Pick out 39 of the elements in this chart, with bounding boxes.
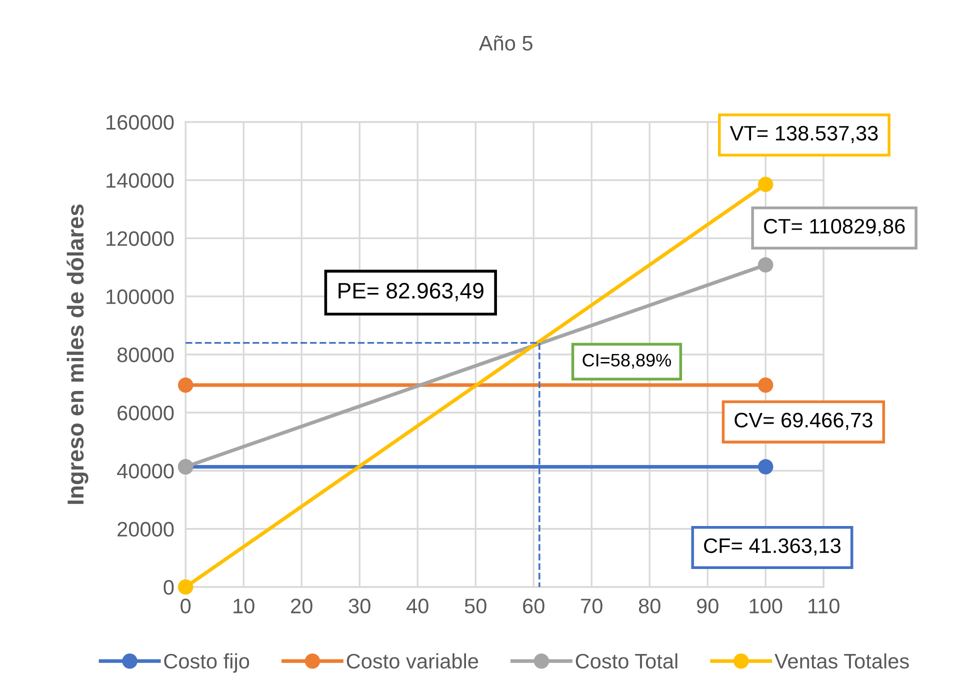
x-tick-label: 110: [808, 598, 840, 614]
x-tick-label: 10: [234, 598, 254, 614]
y-tick-label: 40000: [117, 464, 174, 479]
chart-title: Año 5: [478, 35, 532, 51]
point: [758, 176, 774, 192]
y-tick-label: 20000: [118, 522, 174, 537]
x-tick-label: 50: [464, 598, 486, 614]
annotation: CF= 41.363,13: [704, 538, 841, 556]
x-tick-label: 100: [750, 598, 782, 614]
y-tick-label: 60000: [118, 406, 174, 420]
annotation: CT= 110829,86: [764, 218, 905, 236]
legend-label: Costo variable: [346, 653, 478, 669]
annotation: CV= 69.466,73: [734, 412, 872, 430]
point: [758, 257, 774, 273]
x-tick-label: 80: [638, 598, 660, 614]
annotation: CI=58,89%: [582, 354, 671, 369]
legend-label: Costo fijo: [164, 653, 250, 673]
x-tick-label: 70: [581, 598, 602, 614]
point: [758, 377, 774, 393]
x-tick-label: 20: [291, 598, 312, 614]
x-tick-label: 60: [523, 598, 544, 614]
y-tick-label: 0: [164, 580, 174, 595]
y-tick-label: 100000: [106, 289, 174, 304]
x-tick-label: 90: [696, 598, 718, 614]
point: [758, 459, 774, 474]
point: [178, 579, 194, 595]
x-tick-label: 40: [406, 598, 428, 614]
y-tick-label: 120000: [106, 231, 174, 246]
legend-label: Ventas Totales: [774, 653, 909, 669]
y-tick-label: 80000: [117, 348, 174, 362]
x-tick-label: 0: [180, 598, 191, 614]
annotation: VT= 138.537,33: [730, 126, 878, 144]
point: [178, 377, 194, 393]
annotation: PE= 82.963,49: [338, 282, 484, 302]
legend-label: Costo Total: [576, 653, 678, 669]
y-axis-title: Ingreso en miles de dólares: [66, 204, 88, 504]
y-tick-label: 140000: [106, 173, 174, 188]
x-tick-label: 30: [348, 598, 370, 614]
y-tick-label: 160000: [106, 115, 174, 130]
